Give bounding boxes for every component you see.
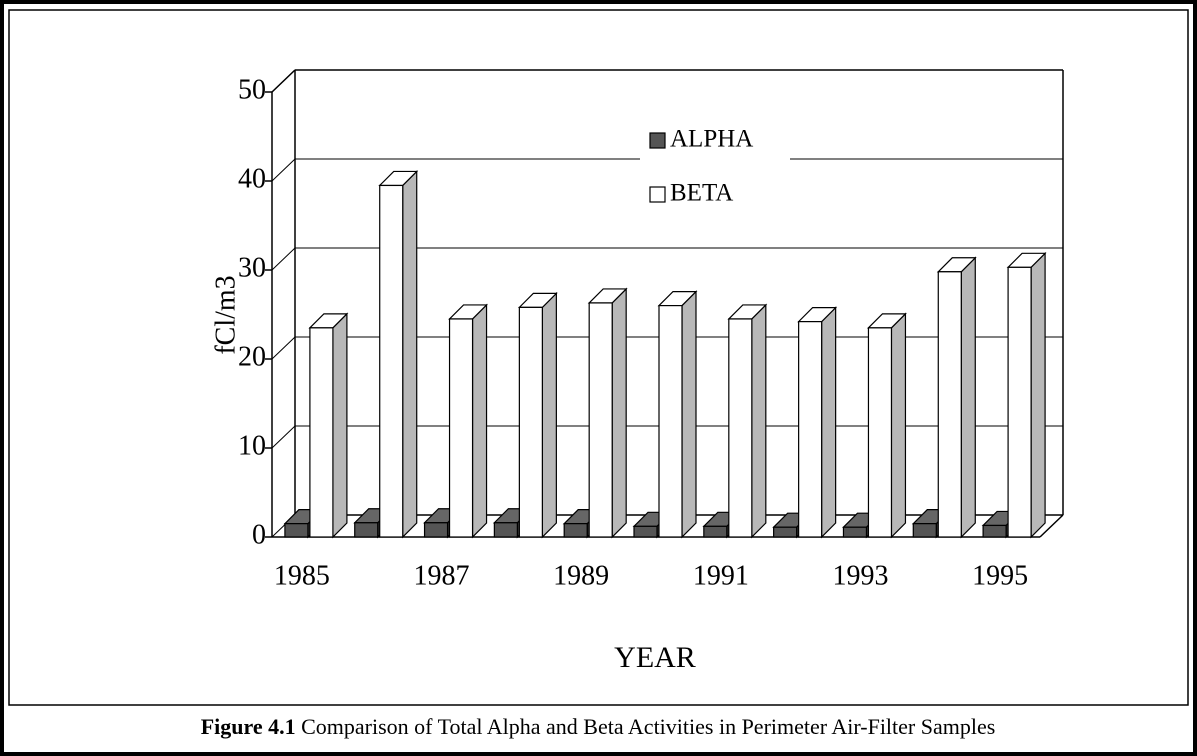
y-axis-label: fCl/m3	[210, 275, 241, 354]
y-tick-label: 40	[238, 163, 266, 194]
bar-side	[960, 256, 976, 539]
bar	[703, 525, 728, 538]
bar-side	[541, 291, 557, 539]
bar	[423, 522, 449, 538]
bar-3d	[727, 303, 768, 539]
bar	[284, 523, 309, 538]
bar-3d	[867, 312, 907, 539]
caption: Figure 4.1 Comparison of Total Alpha and…	[201, 714, 996, 739]
y-tick-label: 20	[238, 341, 266, 372]
x-tick-label: 1995	[972, 560, 1028, 591]
bar	[448, 318, 474, 538]
grid-line	[271, 336, 296, 360]
bar-3d	[1006, 251, 1047, 539]
bar	[937, 271, 962, 538]
bar	[842, 526, 868, 538]
floor-right	[1039, 514, 1064, 538]
bar	[633, 525, 658, 538]
bar-3d	[308, 312, 349, 539]
bar-side	[332, 312, 348, 539]
bar-side	[1030, 251, 1046, 539]
bar	[518, 306, 543, 538]
x-tick-label: 1987	[414, 560, 470, 591]
bar-side	[611, 287, 627, 539]
bar-3d	[587, 287, 628, 539]
bar	[773, 526, 798, 538]
legend-label: BETA	[670, 180, 733, 207]
bar	[1007, 266, 1032, 538]
bar	[588, 302, 613, 538]
y-tick-label: 0	[252, 519, 266, 550]
bar	[309, 327, 334, 538]
caption-label: Figure 4.1	[201, 714, 296, 739]
bar-3d	[448, 303, 488, 539]
x-axis-label: YEAR	[614, 641, 696, 674]
legend-swatch	[649, 186, 666, 203]
y-tick-label: 50	[238, 74, 266, 105]
grid-line	[271, 425, 296, 449]
bar	[867, 327, 893, 538]
legend-swatch	[649, 132, 666, 149]
bar-side	[890, 312, 907, 539]
caption-text: Comparison of Total Alpha and Beta Activ…	[301, 714, 995, 739]
bar-3d	[936, 256, 977, 539]
bar	[563, 523, 588, 538]
bar	[493, 522, 518, 538]
grid-line	[271, 247, 296, 271]
bar	[798, 321, 823, 538]
bar-3d	[657, 290, 698, 539]
x-tick-label: 1985	[274, 560, 330, 591]
bar	[658, 305, 683, 538]
x-tick-label: 1989	[553, 560, 609, 591]
bar	[982, 524, 1007, 538]
bar-side	[402, 170, 418, 539]
bar	[379, 184, 404, 538]
x-tick-label: 1991	[693, 560, 749, 591]
bar-side	[751, 303, 767, 539]
bar-side	[681, 290, 697, 539]
x-tick-label: 1993	[832, 560, 888, 591]
grid-line	[271, 158, 296, 182]
legend-label: ALPHA	[670, 126, 753, 153]
bar-3d	[378, 170, 419, 539]
grid-line	[271, 69, 296, 93]
bar-side	[471, 303, 488, 539]
bar-3d	[517, 291, 558, 539]
bar-3d	[797, 306, 838, 539]
inner-frame	[8, 9, 1189, 706]
bar	[912, 523, 937, 538]
bar-side	[821, 306, 837, 539]
bar	[354, 522, 379, 538]
y-tick-label: 10	[238, 430, 266, 461]
y-tick-label: 30	[238, 252, 266, 283]
bar	[728, 318, 753, 538]
